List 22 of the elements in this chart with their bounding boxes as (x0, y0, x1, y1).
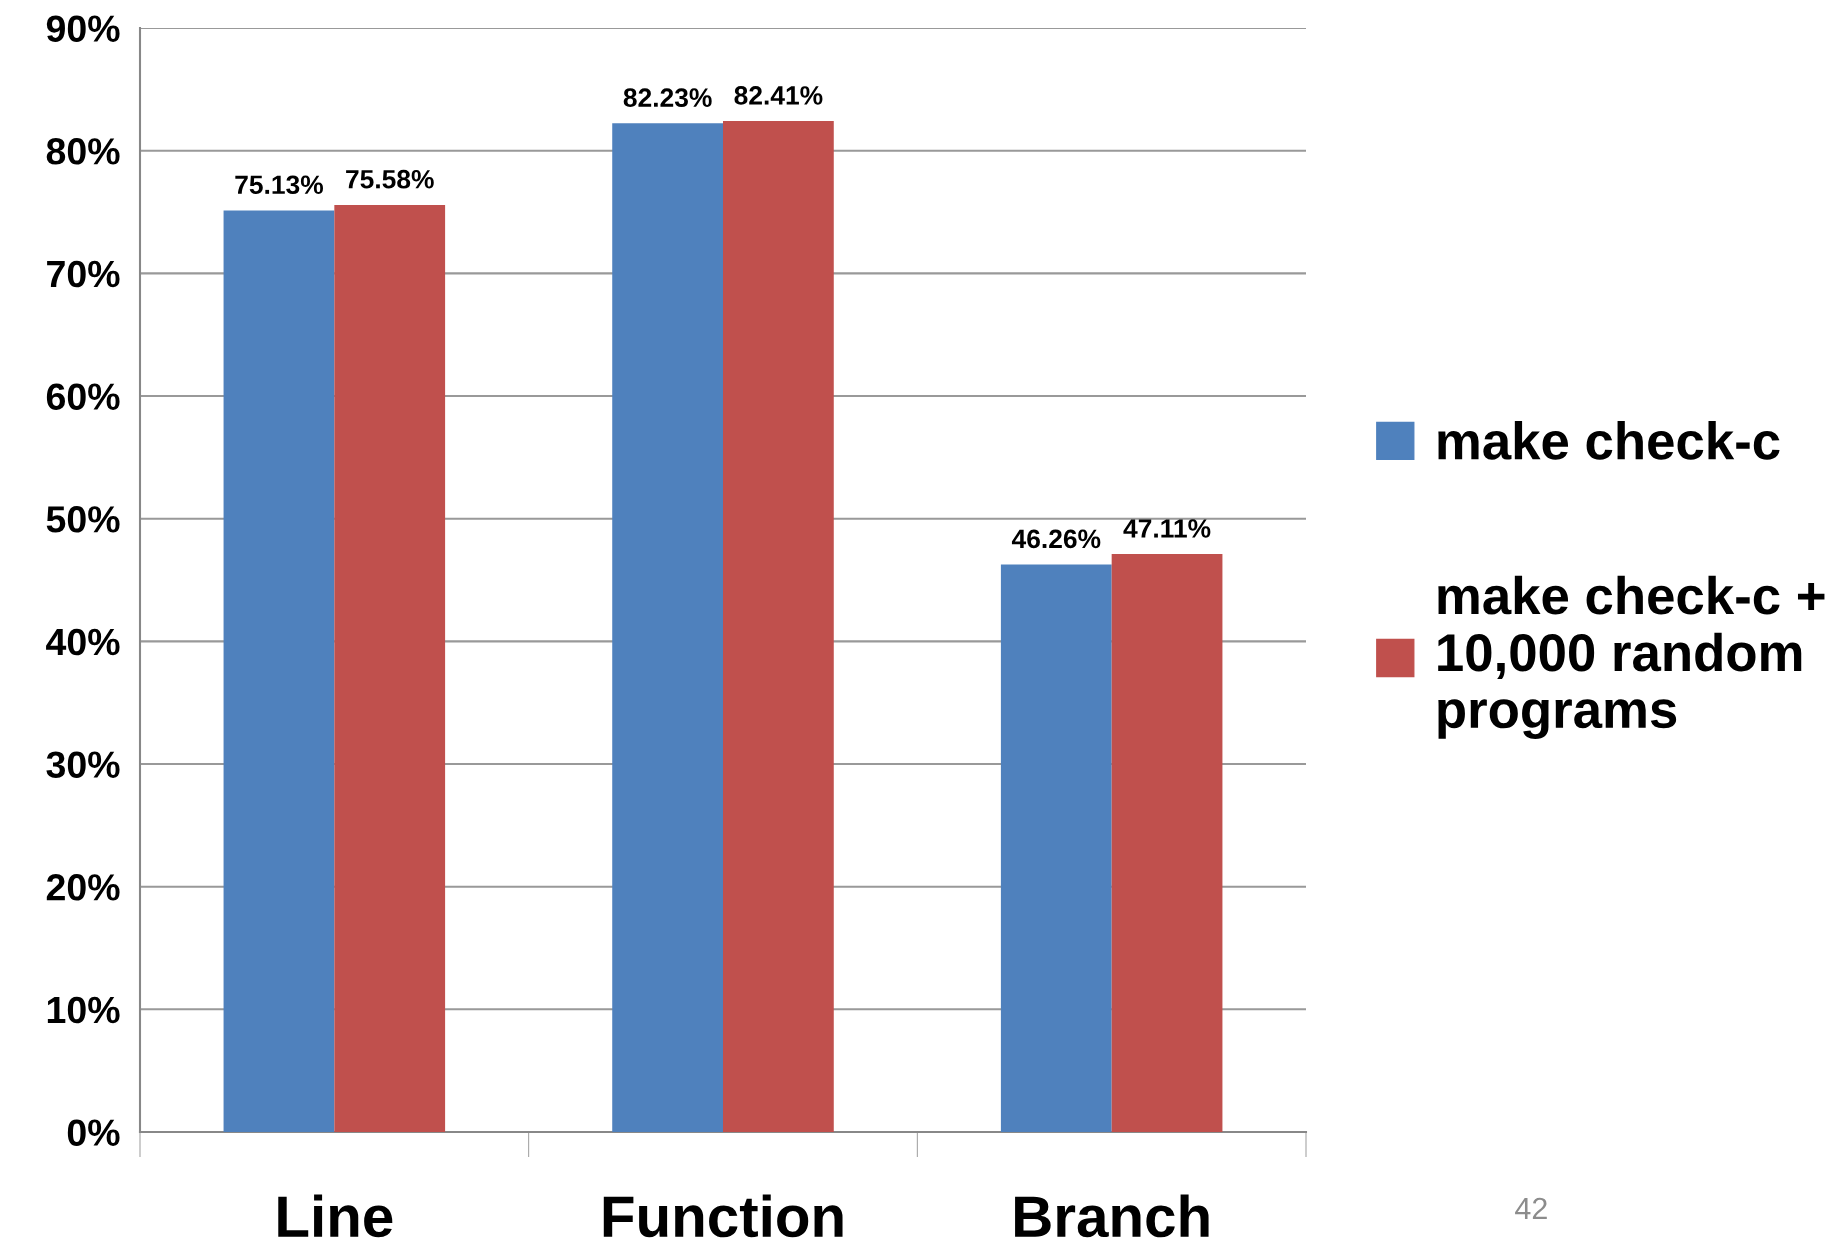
y-tick-label: 20% (46, 874, 120, 901)
x-tick-label: Line (278, 1194, 393, 1238)
y-tick-label: 40% (46, 628, 120, 656)
legend-label: make check-c (1438, 421, 1780, 460)
data-label: 46.26% (1011, 529, 1101, 549)
y-tick-label: 10% (47, 996, 120, 1024)
data-label: 82.41% (734, 86, 823, 105)
data-label: 75.58% (346, 169, 434, 189)
y-tick-label: 60% (46, 383, 120, 410)
y-tick-label: 30% (46, 751, 120, 779)
data-label: 47.11% (1123, 519, 1211, 538)
x-tick-label: Function (603, 1194, 843, 1238)
data-label: 75.13% (235, 175, 324, 195)
y-tick-label: 80% (46, 138, 120, 165)
data-label: 82.23% (623, 88, 712, 108)
y-tick-label: 70% (47, 260, 120, 288)
x-tick-label: Branch (1015, 1194, 1209, 1238)
y-tick-label: 90% (46, 15, 120, 42)
text: 42 (1515, 1197, 1547, 1219)
y-tick-label: 50% (46, 506, 120, 533)
y-tick-label: 0% (67, 1119, 120, 1146)
legend-label: make check-c + 10,000 random programs (1438, 575, 1825, 739)
